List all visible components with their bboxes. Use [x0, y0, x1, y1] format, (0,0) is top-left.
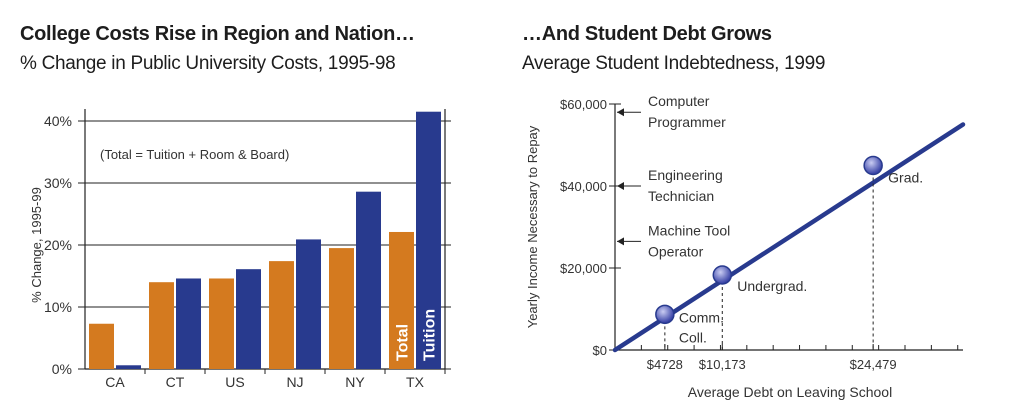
- bar-tuition: [296, 239, 321, 369]
- debt-line-chart: $0 $20,000 $40,000 $60,000 Average Debt on L…: [525, 93, 966, 400]
- chart-title: College Costs Rise in Region and Nation…: [20, 23, 415, 45]
- arrow-icon: [617, 182, 624, 190]
- bar-total: [209, 278, 234, 369]
- bar-tuition: [356, 191, 381, 369]
- y-tick-label: 10%: [44, 299, 72, 315]
- legend-label-total: Total: [395, 324, 412, 361]
- occupation-label: Programmer: [648, 114, 726, 130]
- y-tick-label: 30%: [44, 175, 72, 191]
- arrow-icon: [617, 237, 624, 246]
- x-tick-label: $24,479: [850, 357, 897, 372]
- occupation-label: Technician: [648, 188, 714, 204]
- bar-total: [329, 248, 354, 369]
- data-point: [655, 304, 675, 325]
- chart-subtitle: % Change in Public University Costs, 199…: [20, 53, 396, 74]
- point-label: Coll.: [679, 329, 707, 345]
- y-axis-label: Yearly Income Necessary to Repay: [525, 125, 540, 328]
- chart-subtitle: Average Student Indebtedness, 1999: [522, 53, 826, 74]
- y-axis-label: % Change, 1995-99: [29, 187, 44, 303]
- bar-tuition: [116, 365, 141, 369]
- bar-total: [89, 323, 114, 369]
- y-tick-label: 40%: [44, 113, 72, 129]
- point-label: Grad.: [888, 170, 923, 186]
- x-tick-label: $10,173: [699, 357, 746, 372]
- point-label: Comm.: [679, 309, 724, 325]
- occupation-label: Engineering: [648, 167, 723, 183]
- occupation-label: Computer: [648, 93, 710, 109]
- x-tick-label: CT: [166, 374, 185, 390]
- x-tick-label: TX: [406, 374, 425, 390]
- bar-total: [149, 282, 174, 369]
- chart-annotation: (Total = Tuition + Room & Board): [100, 147, 289, 162]
- y-tick-label: $20,000: [560, 261, 607, 276]
- x-tick-label: NJ: [286, 374, 303, 390]
- data-point: [712, 265, 733, 285]
- occupation-label: Operator: [648, 243, 704, 259]
- legend-label-tuition: Tuition: [422, 309, 439, 361]
- arrow-icon: [617, 108, 624, 117]
- x-tick-label: CA: [105, 374, 125, 390]
- bar-total: [389, 231, 414, 369]
- occupation-label: Machine Tool: [648, 222, 730, 238]
- chart-title: …And Student Debt Grows: [522, 23, 772, 45]
- y-tick-label: 20%: [44, 237, 72, 253]
- x-axis-label: Average Debt on Leaving School: [688, 384, 892, 400]
- point-label: Undergrad.: [737, 278, 807, 294]
- x-tick-label: NY: [345, 374, 365, 390]
- bar-total: [269, 261, 294, 369]
- y-tick-label: $60,000: [560, 97, 607, 112]
- bar-tuition: [236, 269, 261, 369]
- bar-tuition: [176, 278, 201, 369]
- bar-tuition: [416, 111, 441, 369]
- bar-chart: 0% 10% 20% 30% 40% % Change, 1995-99 (Total = …: [29, 109, 451, 390]
- data-point: [863, 155, 883, 176]
- y-tick-label: 0%: [52, 361, 72, 377]
- x-tick-label: $4728: [647, 357, 683, 372]
- y-tick-label: $0: [593, 343, 607, 358]
- x-tick-label: US: [225, 374, 244, 390]
- y-tick-label: $40,000: [560, 179, 607, 194]
